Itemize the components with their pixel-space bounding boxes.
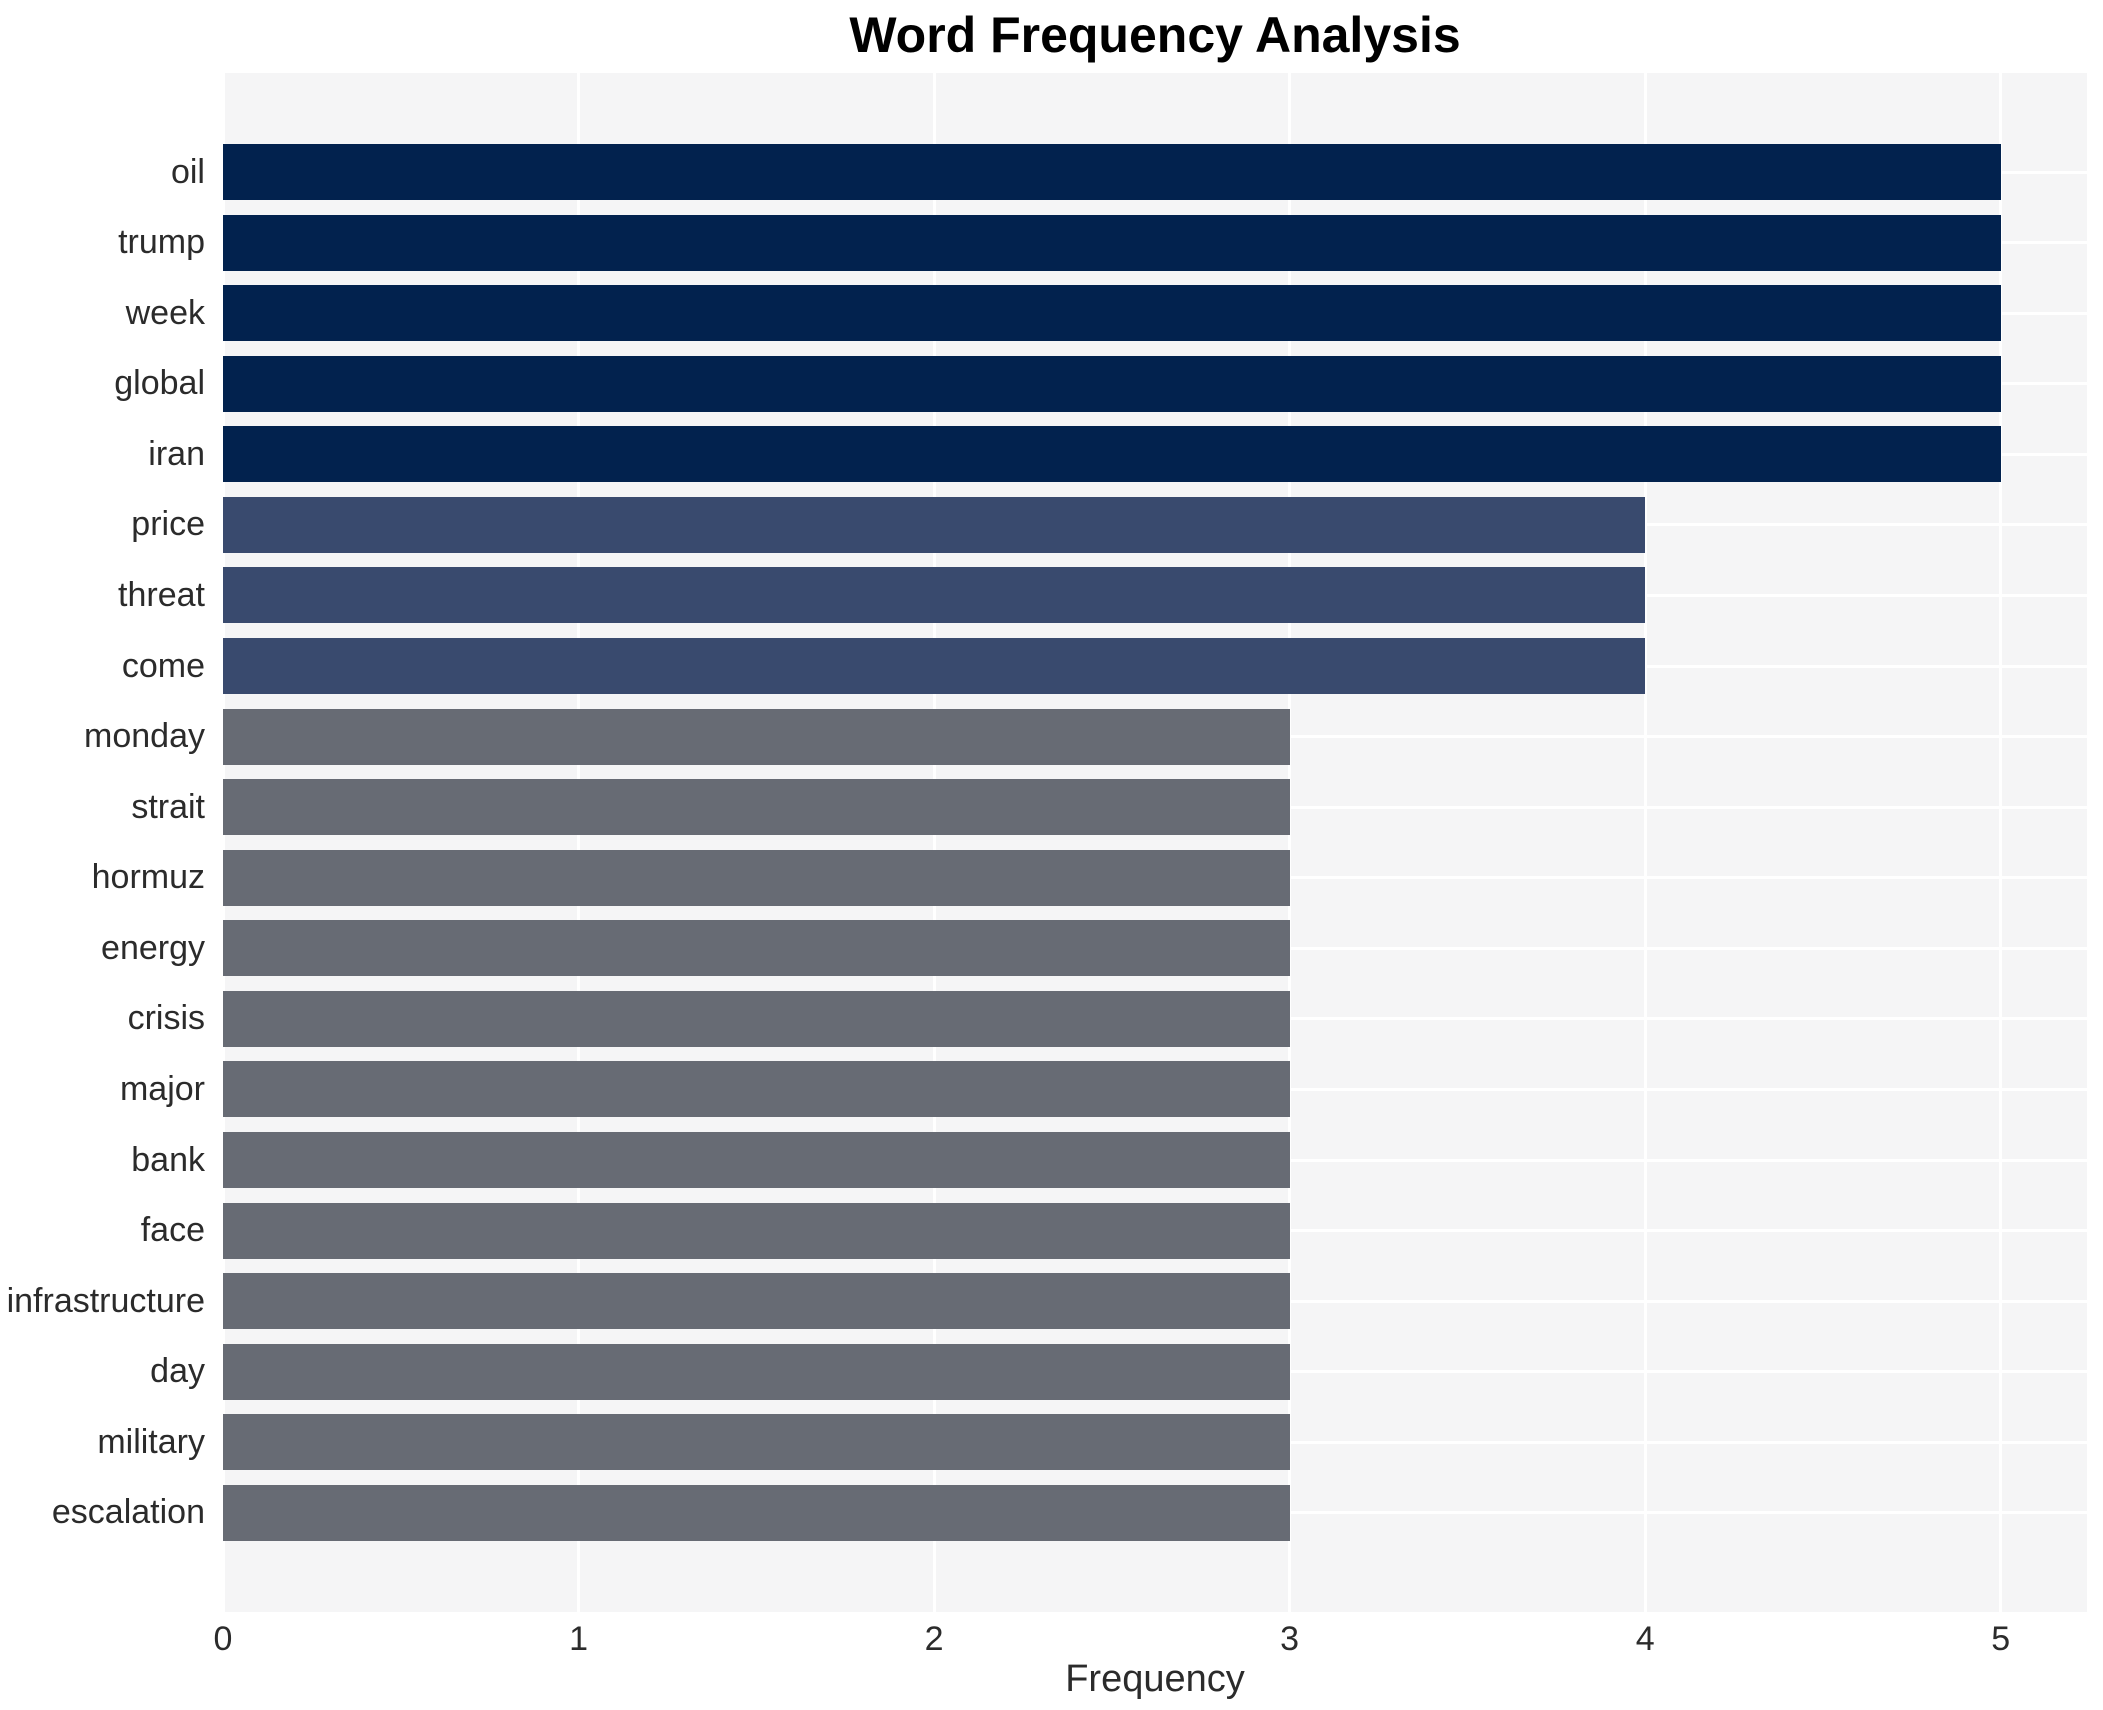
bar-day [223,1343,1290,1400]
x-axis-title: Frequency [1065,1658,1245,1700]
bar-threat [223,567,1646,624]
bar-come [223,638,1646,695]
y-axis-label-crisis: crisis [127,999,205,1038]
y-axis-label-week: week [125,293,205,332]
y-axis-label-iran: iran [148,434,205,473]
grid-line-vertical [1288,73,1292,1612]
y-axis-label-day: day [150,1352,205,1391]
plot-area [223,73,2087,1612]
y-axis-label-come: come [121,646,205,685]
bar-major [223,1061,1290,1118]
x-axis-tick-3: 3 [1280,1620,1300,1658]
grid-line-vertical [223,73,225,1612]
y-axis-label-oil: oil [170,152,205,191]
y-axis-label-infrastructure: infrastructure [6,1281,205,1320]
grid-line-vertical [1999,73,2003,1612]
bar-face [223,1202,1290,1259]
grid-line-vertical [932,73,936,1612]
grid-line-vertical [1643,73,1647,1612]
bar-crisis [223,990,1290,1047]
y-axis-label-energy: energy [101,928,205,967]
bar-global [223,355,2001,412]
bar-iran [223,426,2001,483]
x-axis-tick-1: 1 [569,1620,588,1658]
bar-strait [223,779,1290,836]
bar-monday [223,708,1290,765]
bar-price [223,496,1646,553]
bar-military [223,1414,1290,1471]
bar-escalation [223,1484,1290,1541]
y-axis-label-trump: trump [118,223,205,262]
y-axis-label-strait: strait [131,787,205,826]
bar-week [223,285,2001,342]
y-axis-label-major: major [119,1069,205,1108]
x-axis-tick-2: 2 [924,1620,944,1658]
y-axis-label-face: face [140,1211,205,1250]
y-axis-label-threat: threat [118,575,205,614]
y-axis-label-escalation: escalation [51,1493,205,1532]
y-axis-label-monday: monday [84,717,205,756]
bar-infrastructure [223,1273,1290,1330]
y-axis-label-hormuz: hormuz [91,858,205,897]
bar-energy [223,920,1290,977]
bar-oil [223,144,2001,200]
x-axis-tick-0: 0 [213,1620,233,1658]
y-axis-label-bank: bank [131,1140,205,1179]
bar-trump [223,214,2001,271]
y-axis-label-military: military [97,1422,205,1461]
bar-bank [223,1132,1290,1189]
chart-title: Word Frequency Analysis [849,7,1461,63]
bar-hormuz [223,849,1290,906]
x-axis-tick-5: 5 [1991,1620,2011,1658]
x-axis-tick-4: 4 [1635,1620,1655,1658]
grid-line-vertical [577,73,581,1612]
y-axis-label-global: global [114,364,205,403]
y-axis-label-price: price [131,505,205,544]
